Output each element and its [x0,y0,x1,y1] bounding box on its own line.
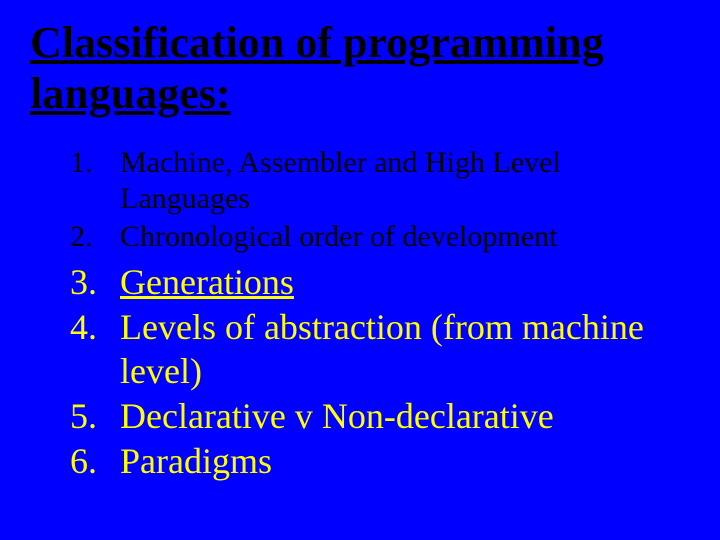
list-item: Generations [70,261,690,304]
list-item: Chronological order of development [70,219,690,255]
list-item: Levels of abstraction (from machine leve… [70,306,690,392]
list-item-text: Chronological order of development [120,220,557,253]
list-item: Declarative v Non-declarative [70,395,690,438]
list-item: Paradigms [70,440,690,483]
list-item-text: Generations [120,262,294,302]
list-item-text: Levels of abstraction (from machine leve… [120,307,644,390]
list-item-text: Paradigms [120,441,272,481]
slide-title: Classification of programming languages: [30,18,690,119]
list-item: Machine, Assembler and High Level Langua… [70,145,690,217]
list-item-text: Declarative v Non-declarative [120,396,554,436]
list-item-text: Machine, Assembler and High Level Langua… [120,146,561,215]
classification-list: Machine, Assembler and High Level Langua… [30,145,690,483]
